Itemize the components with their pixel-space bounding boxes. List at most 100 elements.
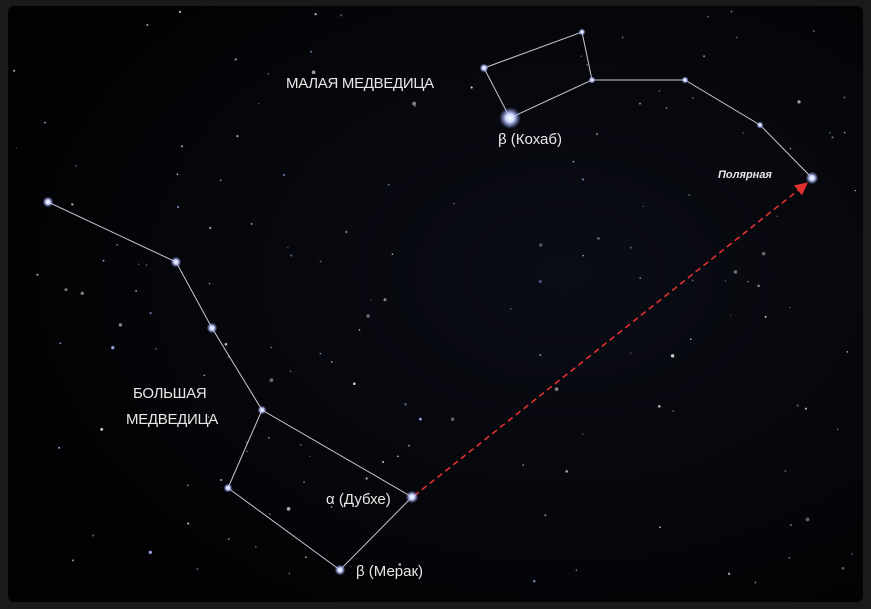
background-star xyxy=(209,283,210,284)
background-star xyxy=(119,323,122,326)
background-star xyxy=(397,456,399,458)
background-star xyxy=(419,418,422,421)
background-star xyxy=(246,451,247,452)
background-star xyxy=(555,387,559,391)
background-star xyxy=(100,428,103,431)
background-star xyxy=(725,280,726,281)
background-star xyxy=(312,70,316,74)
background-star xyxy=(71,203,73,205)
constellation-star xyxy=(681,76,688,83)
background-star xyxy=(831,136,833,138)
background-star xyxy=(404,403,407,406)
background-star xyxy=(16,148,17,149)
background-star xyxy=(844,132,846,134)
background-star xyxy=(36,274,38,276)
background-star xyxy=(103,260,105,262)
background-star xyxy=(673,411,674,412)
background-star xyxy=(707,16,708,17)
background-star xyxy=(573,161,575,163)
background-star xyxy=(268,437,270,439)
background-star xyxy=(659,90,661,92)
background-star xyxy=(58,447,60,449)
constellation-star xyxy=(207,323,218,334)
background-star xyxy=(382,461,384,463)
background-star xyxy=(805,408,807,410)
background-star xyxy=(597,237,600,240)
background-star xyxy=(300,444,302,446)
constellation-star xyxy=(588,76,595,83)
background-star xyxy=(72,559,74,561)
background-star xyxy=(582,178,584,180)
background-star xyxy=(743,132,744,133)
background-star xyxy=(539,354,541,356)
background-star xyxy=(225,343,228,346)
background-star xyxy=(692,280,694,282)
background-star xyxy=(320,353,321,354)
background-star xyxy=(582,255,584,257)
background-star xyxy=(138,264,139,265)
background-star xyxy=(754,582,756,584)
background-star xyxy=(703,55,705,57)
background-star xyxy=(303,481,305,483)
background-star xyxy=(855,190,856,191)
background-star xyxy=(730,314,731,315)
background-star xyxy=(388,184,390,186)
background-star xyxy=(510,308,511,309)
background-star xyxy=(155,348,157,350)
background-star xyxy=(757,285,760,288)
background-star xyxy=(181,145,183,147)
background-star xyxy=(692,97,694,99)
background-star xyxy=(841,567,844,570)
little-dipper-label: МАЛАЯ МЕДВЕДИЦА xyxy=(286,75,434,92)
background-star xyxy=(470,86,472,88)
background-star xyxy=(370,299,371,300)
background-star xyxy=(116,244,118,246)
background-star xyxy=(81,292,84,295)
background-star xyxy=(203,374,205,376)
background-star xyxy=(392,253,394,255)
big-dipper-label-line2: МЕДВЕДИЦА xyxy=(126,411,218,428)
background-star xyxy=(790,148,792,150)
background-star xyxy=(408,445,410,447)
background-star xyxy=(533,580,535,582)
background-star xyxy=(340,14,342,16)
background-star xyxy=(345,231,347,233)
background-star xyxy=(258,103,259,104)
background-star xyxy=(789,307,790,308)
background-star xyxy=(777,216,778,217)
background-star xyxy=(522,464,524,466)
background-star xyxy=(135,290,137,292)
background-star xyxy=(269,378,273,382)
background-star xyxy=(453,203,455,205)
background-star xyxy=(658,405,661,408)
polaris-label: Полярная xyxy=(718,169,772,181)
background-star xyxy=(852,553,853,554)
background-star xyxy=(843,96,845,98)
background-star xyxy=(92,534,94,536)
background-star xyxy=(586,64,588,66)
background-star xyxy=(314,13,316,15)
background-star xyxy=(353,382,356,385)
background-star xyxy=(187,523,189,525)
background-star xyxy=(747,281,748,282)
background-star xyxy=(187,484,189,486)
background-star xyxy=(305,556,307,558)
background-star xyxy=(268,73,269,74)
big-dipper-label-line1: БОЛЬШАЯ xyxy=(133,385,206,402)
background-star xyxy=(829,132,831,134)
background-star xyxy=(539,243,542,246)
background-star xyxy=(13,70,15,72)
background-star xyxy=(209,227,211,229)
background-star xyxy=(539,280,542,283)
background-star xyxy=(576,569,578,571)
background-star xyxy=(269,513,271,515)
background-star xyxy=(544,514,546,516)
background-star xyxy=(220,479,222,481)
background-star xyxy=(622,37,624,39)
background-star xyxy=(177,206,179,208)
background-star xyxy=(659,526,661,528)
background-star xyxy=(784,470,786,472)
background-star xyxy=(146,24,148,26)
background-star xyxy=(287,247,288,248)
background-star xyxy=(728,573,730,575)
